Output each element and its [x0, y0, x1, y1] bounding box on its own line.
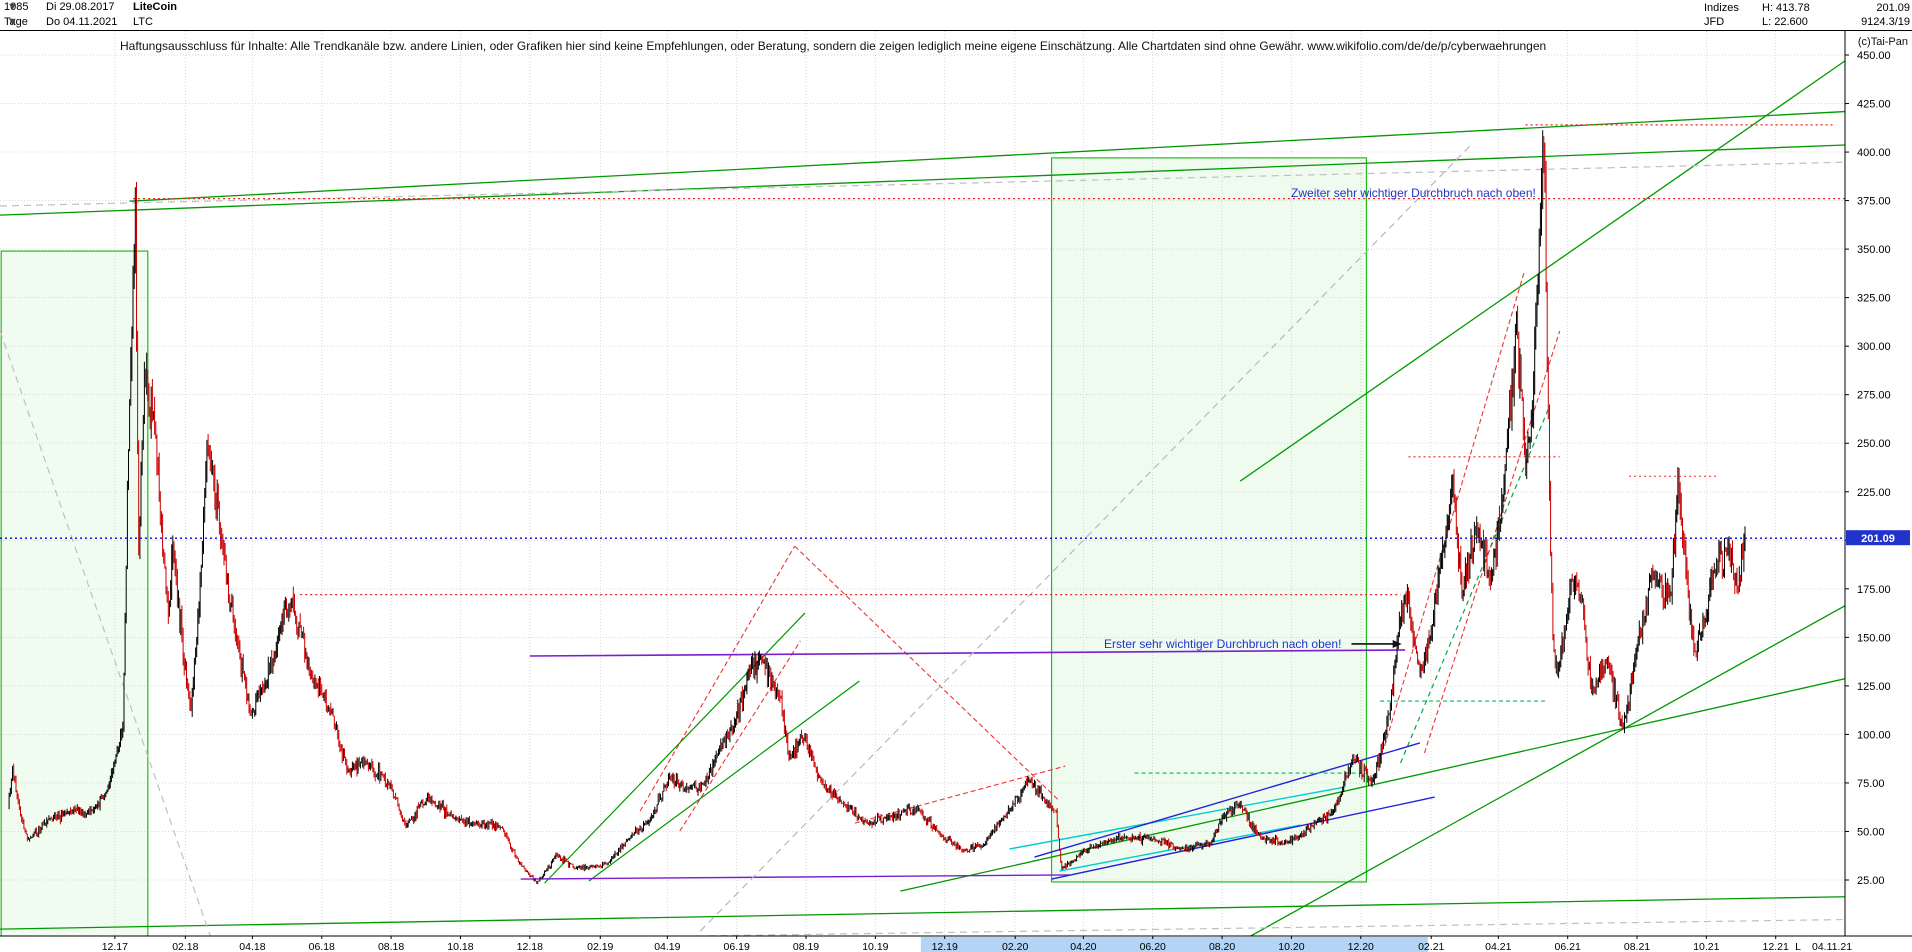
date-tick-label: 06.21	[1555, 941, 1581, 952]
date-tick-label: 04.21	[1485, 941, 1511, 952]
annotations-layer: Zweiter sehr wichtiger Durchbruch nach o…	[1104, 186, 1536, 651]
price-tick-label: 250.00	[1857, 438, 1891, 450]
date-tick-label: 12.18	[517, 941, 543, 952]
date-tick-label: 08.18	[378, 941, 404, 952]
price-tick-label: 325.00	[1857, 293, 1891, 305]
date-tick-label: 10.18	[447, 941, 473, 952]
date-tick-label: 06.18	[309, 941, 335, 952]
date-tick-label: 10.20	[1278, 941, 1304, 952]
instrument-title: LiteCoin	[133, 1, 177, 13]
price-tick-label: 225.00	[1857, 487, 1891, 499]
date-tick-label: 06.20	[1140, 941, 1166, 952]
caret-down-icon: ▼	[7, 1, 18, 13]
last-price-badge-value: 201.09	[1861, 533, 1895, 545]
date-axis[interactable]: 12.17 02.18 04.18 06.18 08.18 10.18 12.18 02.19…	[102, 936, 1853, 952]
date-tick-label: 12.20	[1348, 941, 1374, 952]
last-date-label: 04.11.21	[1812, 941, 1852, 952]
price-tick-label: 50.00	[1857, 826, 1885, 838]
price-axis[interactable]: 25.00 50.00 75.00 100.00 125.00 150.00 175.00 2…	[1845, 50, 1891, 887]
candles-layer	[8, 130, 1746, 885]
chart-annotation[interactable]: Erster sehr wichtiger Durchbruch nach ob…	[1104, 637, 1341, 651]
date-tick-label: 02.18	[172, 941, 198, 952]
caret-down-icon: ▼	[7, 16, 18, 28]
low-value: L: 22.600	[1762, 16, 1808, 28]
date-tick-label: 08.21	[1624, 941, 1650, 952]
price-tick-label: 450.00	[1857, 50, 1891, 62]
price-tick-label: 400.00	[1857, 147, 1891, 159]
date-tick-label: 04.20	[1070, 941, 1096, 952]
last-value: 201.09	[1876, 2, 1910, 14]
price-tick-label: 425.00	[1857, 99, 1891, 111]
date-tick-label: 02.21	[1418, 941, 1444, 952]
date-tick-label: 08.20	[1209, 941, 1235, 952]
axes-layer: 25.00 50.00 75.00 100.00 125.00 150.00 175.00 2…	[0, 31, 1912, 952]
date-tick-label: 12.21	[1763, 941, 1789, 952]
price-tick-label: 275.00	[1857, 390, 1891, 402]
price-tick-label: 125.00	[1857, 681, 1891, 693]
price-tick-label: 75.00	[1857, 778, 1885, 790]
date-tick-label: 02.19	[587, 941, 613, 952]
price-tick-label: 175.00	[1857, 584, 1891, 596]
price-chart[interactable]: Zweiter sehr wichtiger Durchbruch nach o…	[0, 31, 1912, 952]
date-tick-label: 08.19	[793, 941, 819, 952]
price-tick-label: 150.00	[1857, 632, 1891, 644]
header-right: Indizes H: 413.78 201.09 JFD L: 22.600 9…	[1704, 1, 1910, 29]
date-tick-label: 10.21	[1693, 941, 1719, 952]
misc-value: 9124.3/19	[1861, 16, 1910, 28]
x-axis-highlight-band	[920, 937, 1428, 952]
date-tick-label: 06.19	[724, 941, 750, 952]
grid-layer	[0, 31, 1845, 936]
disclaimer-text: Haftungsausschluss für Inhalte: Alle Tre…	[120, 39, 1547, 53]
symbol-label: LTC	[133, 16, 153, 28]
date-tick-label: 04.18	[239, 941, 265, 952]
candles-up	[8, 130, 1746, 885]
highlight-boxes	[0, 157, 1368, 936]
annotation-arrowhead	[1392, 639, 1402, 648]
broker-label: JFD	[1704, 16, 1725, 28]
date-tick-label: 12.19	[932, 941, 958, 952]
price-tick-label: 350.00	[1857, 244, 1891, 256]
price-tick-label: 375.00	[1857, 196, 1891, 208]
end-date-label: Do 04.11.2021	[46, 16, 118, 28]
chart-area: Zweiter sehr wichtiger Durchbruch nach o…	[0, 31, 1912, 952]
last-marker-label: L	[1795, 941, 1801, 952]
date-tick-label: 12.17	[102, 941, 128, 952]
chart-header: 1085 ▼ Di 29.08.2017 LiteCoin Tage ▼ Do 04…	[0, 0, 1912, 31]
trend-lines[interactable]	[0, 31, 1895, 946]
date-tick-label: 04.19	[654, 941, 680, 952]
date-tick-label: 02.20	[1002, 941, 1028, 952]
start-date-label: Di 29.08.2017	[46, 1, 115, 13]
copyright-label: (c)Tai-Pan	[1857, 36, 1908, 48]
high-value: H: 413.78	[1762, 2, 1810, 14]
price-tick-label: 100.00	[1857, 729, 1891, 741]
indizes-label: Indizes	[1704, 2, 1739, 14]
price-tick-label: 25.00	[1857, 875, 1885, 887]
candles-down	[13, 136, 1744, 884]
chart-annotation[interactable]: Zweiter sehr wichtiger Durchbruch nach o…	[1291, 186, 1536, 200]
last-price-badge	[1846, 530, 1910, 546]
date-tick-label: 10.19	[862, 941, 888, 952]
price-tick-label: 300.00	[1857, 341, 1891, 353]
